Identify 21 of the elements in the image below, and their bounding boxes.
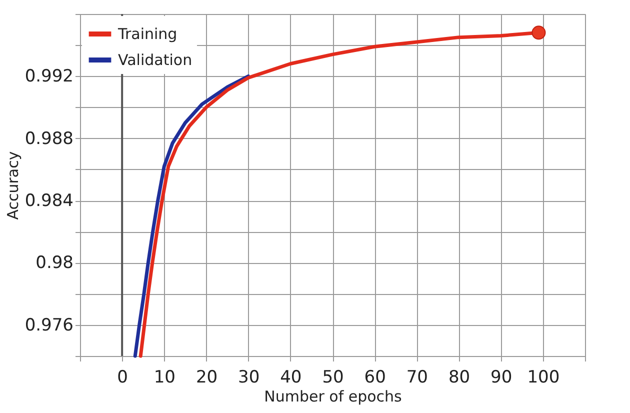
- legend-label: Training: [117, 25, 178, 43]
- x-tick-label: 40: [280, 368, 302, 388]
- x-tick-label: 70: [406, 368, 428, 388]
- x-tick-label: 30: [238, 368, 260, 388]
- legend-label: Validation: [118, 51, 192, 69]
- x-tick-label: 100: [527, 368, 560, 388]
- x-tick-label: 10: [154, 368, 176, 388]
- x-axis-title: Number of epochs: [264, 388, 402, 406]
- y-tick-label: 0.976: [24, 315, 74, 336]
- x-tick-label: 50: [322, 368, 344, 388]
- x-tick-label: 20: [196, 368, 218, 388]
- x-tick-label: 80: [448, 368, 470, 388]
- y-tick-label: 0.992: [24, 66, 74, 87]
- line-series: [133, 74, 250, 358]
- x-tick-label: 0: [117, 368, 128, 388]
- x-tick-label: 60: [364, 368, 386, 388]
- y-tick-label: 0.98: [36, 253, 74, 274]
- y-tick-label: 0.984: [24, 191, 74, 212]
- y-tick-label: 0.988: [24, 128, 74, 149]
- y-axis-title: Accuracy: [4, 151, 22, 220]
- x-tick-label: 90: [490, 368, 512, 388]
